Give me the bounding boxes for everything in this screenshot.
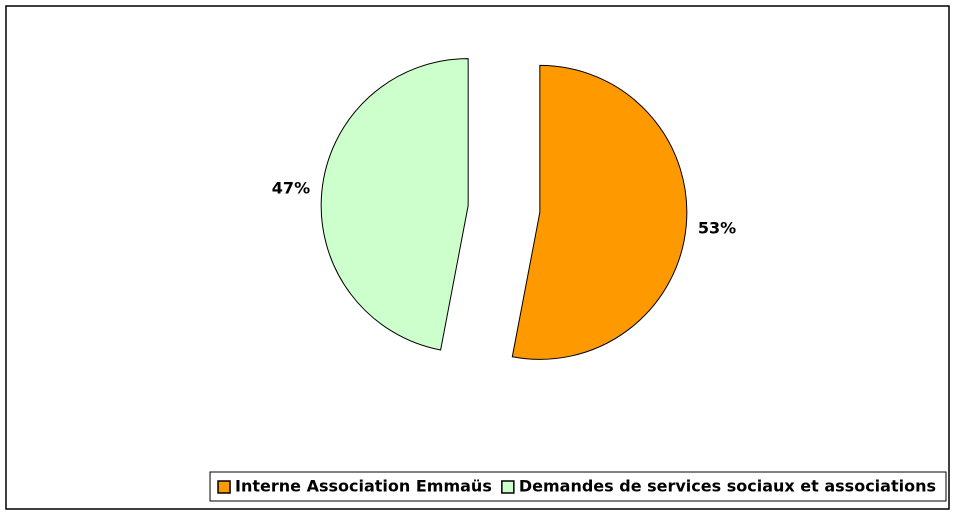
legend-swatch <box>217 480 231 494</box>
legend-swatch <box>501 480 515 494</box>
legend-label: Demandes de services sociaux et associat… <box>519 477 936 496</box>
legend-label: Interne Association Emmaüs <box>235 477 492 496</box>
pie-slice <box>320 58 469 351</box>
data-label: 53% <box>698 219 736 238</box>
chart-frame <box>5 5 950 510</box>
data-label: 47% <box>272 178 310 197</box>
legend <box>209 471 947 502</box>
pie-slice <box>511 64 688 360</box>
